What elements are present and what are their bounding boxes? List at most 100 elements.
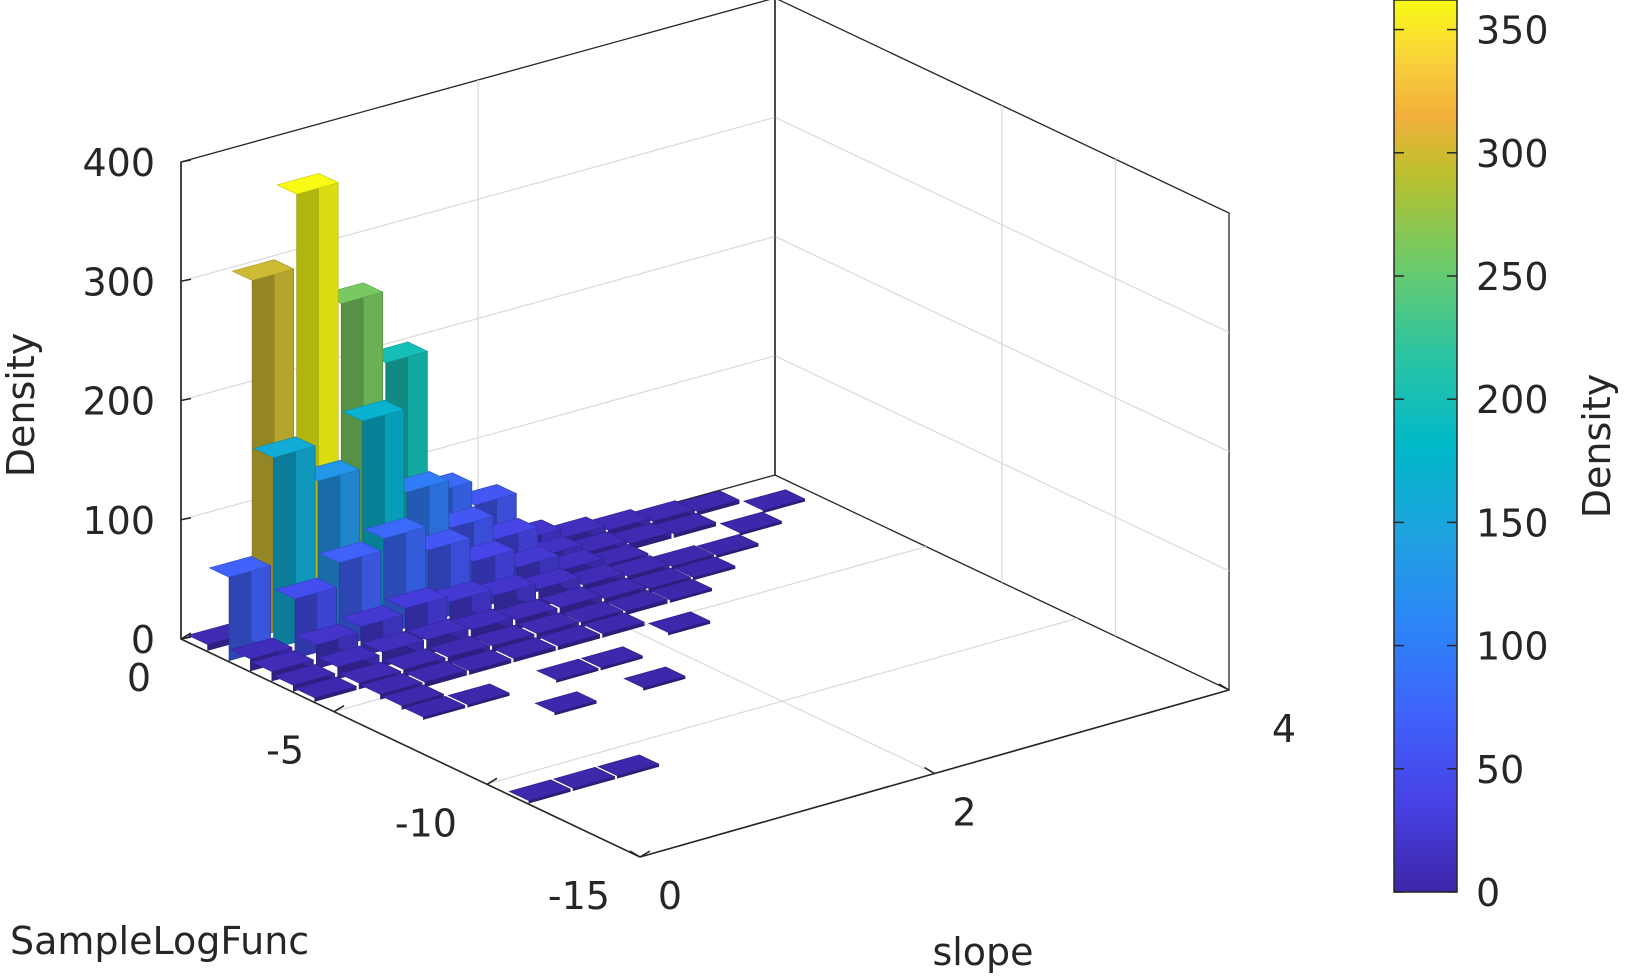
z-tick-mark (180, 397, 192, 402)
y-axis-line (180, 638, 641, 858)
bar-top (597, 754, 660, 777)
z-tick-label: 300 (82, 260, 155, 304)
colorbar-tick-label: 350 (1476, 9, 1549, 53)
bar (493, 637, 557, 663)
bar (580, 646, 644, 671)
bar (294, 676, 358, 702)
z-tick-label: 0 (131, 618, 155, 662)
bar-top (360, 673, 423, 695)
bar-top (384, 587, 448, 609)
bar (447, 683, 510, 708)
bar-top (427, 635, 491, 658)
bars-group (187, 172, 806, 804)
y-axis-label: SampleLogFunc (10, 919, 309, 963)
tick-labels: 0 100 200 300 400 0 -5 -10 -15 0 2 4 (82, 141, 1296, 918)
bar-top (272, 664, 336, 686)
bar-top (560, 601, 624, 623)
bar (208, 555, 272, 662)
x-tick-label: 2 (952, 791, 976, 835)
bar-top (447, 683, 510, 706)
bar-top (539, 586, 603, 608)
bar-top (582, 612, 645, 635)
bar-top (253, 436, 316, 458)
bar-top (229, 637, 293, 660)
bar (552, 766, 616, 791)
bar-top (508, 779, 572, 802)
bar-top (208, 556, 272, 578)
bar-top (231, 259, 295, 281)
bar-top (516, 612, 580, 634)
bar-top (472, 624, 535, 647)
bar (649, 578, 713, 603)
bar-top (406, 618, 469, 641)
colorbar (1393, 0, 1458, 893)
colorbar-tick-label: 200 (1476, 378, 1549, 422)
x-tick-label: 0 (658, 874, 682, 918)
bar-top (363, 517, 427, 539)
z-tick-label: 200 (82, 380, 155, 424)
x-axis-label: slope (932, 930, 1033, 974)
bar-top (493, 637, 557, 659)
colorbar-tick-label: 50 (1476, 748, 1524, 792)
x-tick-mark (629, 850, 641, 858)
bar-top (295, 623, 359, 646)
colorbar-tick-label: 250 (1476, 255, 1549, 299)
z-tick-label: 100 (82, 499, 155, 543)
bar (536, 658, 599, 683)
bar (623, 666, 686, 691)
bar-top (404, 660, 468, 683)
bar-top (361, 631, 425, 653)
bar-top (534, 691, 598, 713)
y-tick-mark (333, 704, 345, 713)
bar (605, 590, 669, 616)
bar (597, 754, 660, 779)
bar-top (383, 648, 446, 670)
bar-top (317, 645, 381, 668)
z-tick-label: 400 (82, 141, 155, 185)
y-tick-label: -10 (395, 801, 457, 845)
bar-top (537, 624, 601, 647)
y-tick-label: -15 (548, 874, 610, 918)
y-tick-mark (639, 850, 651, 858)
bar-top (319, 541, 382, 564)
bar-top (402, 695, 466, 718)
bar (742, 489, 806, 514)
bar-top (536, 658, 599, 681)
bar-top (276, 173, 340, 195)
bar-top (605, 590, 669, 612)
axes-box-and-grid (180, 0, 1230, 785)
bar (516, 612, 580, 640)
bar-top (342, 399, 405, 422)
bar-top (719, 511, 783, 534)
bar (673, 556, 736, 581)
colorbar-tick-label: 0 (1476, 871, 1500, 915)
y-tick-label: 0 (127, 656, 151, 700)
bar (609, 522, 672, 551)
x-tick-mark (924, 766, 935, 775)
bar (402, 695, 466, 720)
bar (537, 624, 601, 651)
bar (448, 649, 512, 675)
x-tick-mark (1218, 683, 1230, 691)
y-tick-mark (486, 777, 498, 786)
colorbar-ticks: 0 50 100 150 200 250 300 350 (1394, 9, 1549, 915)
bar-top (673, 556, 736, 578)
x-tick-label: 4 (1272, 707, 1296, 751)
colorbar-tick-label: 150 (1476, 501, 1549, 545)
z-tick-mark (180, 278, 192, 283)
bar-top (623, 666, 686, 689)
z-axis-label: Density (0, 333, 43, 477)
bar-top (294, 676, 358, 699)
colorbar-label: Density (1575, 374, 1619, 518)
z-tick-mark (180, 159, 192, 163)
bar (508, 779, 572, 804)
bar (719, 511, 783, 536)
bar (653, 512, 717, 538)
colorbar-tick-label: 300 (1476, 132, 1549, 176)
bar (582, 612, 645, 638)
bar-top (742, 489, 806, 511)
bar-top (580, 646, 644, 668)
bar-top (648, 611, 711, 633)
bar-top (338, 661, 402, 684)
